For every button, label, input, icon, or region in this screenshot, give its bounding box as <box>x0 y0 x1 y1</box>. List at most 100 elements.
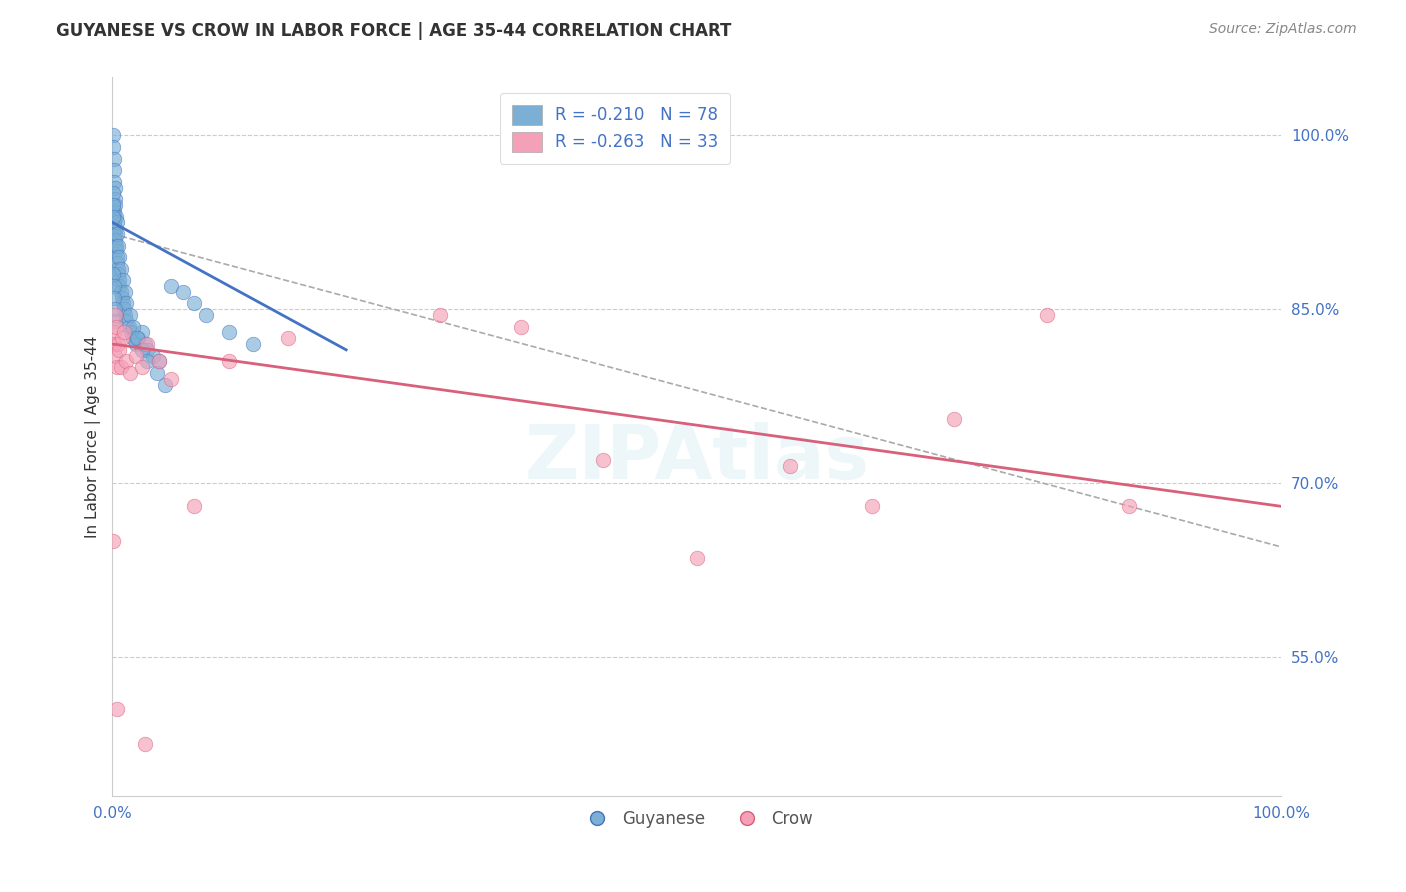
Point <box>112 326 135 340</box>
Point <box>111 291 134 305</box>
Point <box>112 302 135 317</box>
Point <box>108 273 131 287</box>
Point <box>429 308 451 322</box>
Point <box>120 326 142 340</box>
Point <box>103 221 125 235</box>
Point <box>103 210 125 224</box>
Point <box>218 354 240 368</box>
Point <box>101 186 124 201</box>
Point <box>779 458 801 473</box>
Text: GUYANESE VS CROW IN LABOR FORCE | AGE 35-44 CORRELATION CHART: GUYANESE VS CROW IN LABOR FORCE | AGE 35… <box>56 22 731 40</box>
Point <box>103 215 125 229</box>
Point <box>107 337 129 351</box>
Point <box>103 326 125 340</box>
Point <box>125 331 148 345</box>
Point <box>277 331 299 345</box>
Point <box>194 308 217 322</box>
Point <box>104 238 127 252</box>
Point <box>148 354 170 368</box>
Point <box>118 308 141 322</box>
Point <box>146 366 169 380</box>
Point <box>104 192 127 206</box>
Point <box>103 203 125 218</box>
Point <box>131 360 153 375</box>
Point <box>104 314 127 328</box>
Point <box>160 279 183 293</box>
Point <box>105 256 128 270</box>
Point <box>131 326 153 340</box>
Point <box>107 238 129 252</box>
Point <box>122 331 145 345</box>
Point <box>183 500 205 514</box>
Point <box>134 737 156 751</box>
Point <box>103 337 125 351</box>
Point <box>111 331 134 345</box>
Point <box>103 233 125 247</box>
Point <box>101 198 124 212</box>
Point <box>125 349 148 363</box>
Point <box>142 349 165 363</box>
Point <box>104 308 127 322</box>
Point <box>103 221 125 235</box>
Point <box>111 296 134 310</box>
Point <box>136 337 159 351</box>
Point <box>110 261 132 276</box>
Point <box>105 250 128 264</box>
Y-axis label: In Labor Force | Age 35-44: In Labor Force | Age 35-44 <box>86 335 101 538</box>
Point <box>860 500 883 514</box>
Point <box>104 302 127 317</box>
Point <box>108 279 131 293</box>
Point <box>942 412 965 426</box>
Point <box>592 453 614 467</box>
Point <box>1036 308 1059 322</box>
Point <box>104 221 127 235</box>
Point <box>148 354 170 368</box>
Point <box>108 250 131 264</box>
Point <box>115 354 138 368</box>
Point <box>103 175 125 189</box>
Point <box>103 279 125 293</box>
Point <box>104 198 127 212</box>
Point <box>103 215 125 229</box>
Point <box>115 314 138 328</box>
Point <box>104 233 127 247</box>
Point <box>111 273 134 287</box>
Point <box>510 319 533 334</box>
Point <box>1118 500 1140 514</box>
Point <box>103 210 125 224</box>
Point <box>108 343 131 357</box>
Point <box>105 360 128 375</box>
Point <box>153 377 176 392</box>
Point <box>104 349 127 363</box>
Point <box>103 180 125 194</box>
Point <box>115 296 138 310</box>
Point <box>103 210 125 224</box>
Point <box>101 128 124 143</box>
Point <box>104 210 127 224</box>
Point <box>103 227 125 241</box>
Point <box>103 534 125 549</box>
Text: ZIPAtlas: ZIPAtlas <box>524 422 869 495</box>
Point <box>104 238 127 252</box>
Point <box>105 215 128 229</box>
Point <box>105 702 128 716</box>
Point <box>107 268 129 282</box>
Point <box>114 285 136 299</box>
Point <box>131 343 153 357</box>
Point <box>127 331 149 345</box>
Point <box>107 261 129 276</box>
Point <box>160 372 183 386</box>
Point <box>125 337 148 351</box>
Point <box>110 360 132 375</box>
Point <box>103 227 125 241</box>
Point <box>242 337 264 351</box>
Point <box>136 354 159 368</box>
Point <box>105 227 128 241</box>
Point <box>136 343 159 357</box>
Text: Source: ZipAtlas.com: Source: ZipAtlas.com <box>1209 22 1357 37</box>
Point <box>103 140 125 154</box>
Point <box>103 152 125 166</box>
Point <box>118 319 141 334</box>
Point <box>122 319 145 334</box>
Point <box>218 326 240 340</box>
